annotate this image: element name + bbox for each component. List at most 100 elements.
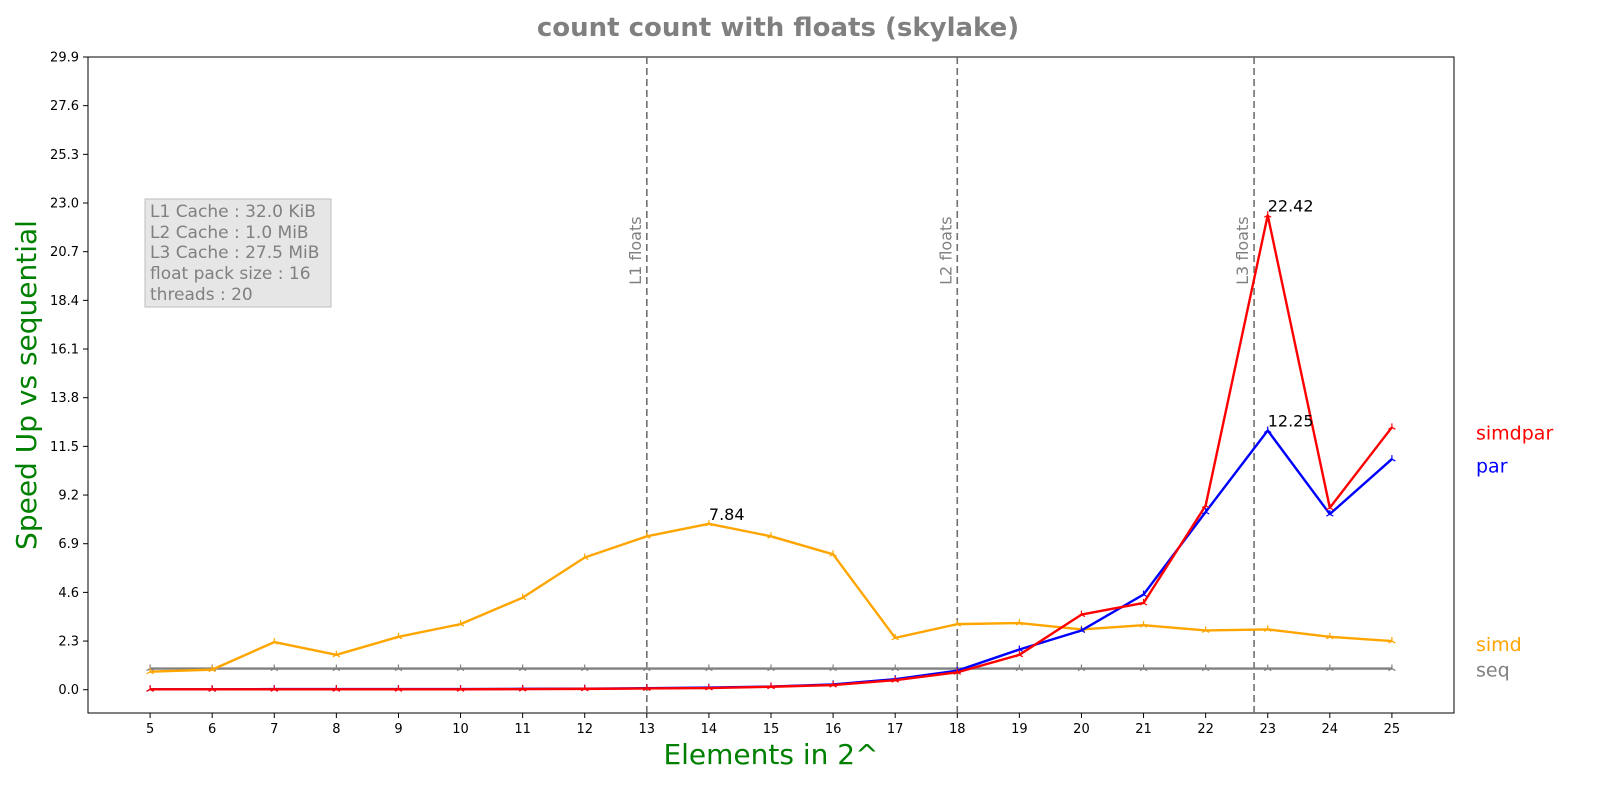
x-tick-label: 11 [514,722,531,737]
y-tick-label: 0.0 [58,683,79,698]
plot-area-frame [87,56,1455,714]
data-point-seq [643,664,651,672]
data-point-simd [456,620,465,627]
data-point-simd [146,667,154,675]
y-tick-label: 4.6 [58,586,79,601]
data-point-seq [891,664,899,672]
data-point-simd [394,632,403,640]
info-l2-cache: L2 Cache : 1.0 MiB [150,223,309,243]
x-tick-label: 7 [270,722,278,737]
data-point-seq [1201,664,1210,672]
data-point-simd [1015,619,1024,626]
y-tick-label: 6.9 [58,537,79,552]
data-point-simd [208,665,216,673]
y-tick-label: 16.1 [50,343,79,358]
data-point-par [1077,626,1086,633]
data-point-simd [643,532,651,539]
x-tick-label: 20 [1073,722,1090,737]
data-point-simd [705,519,713,527]
data-point-simdpar [518,685,527,692]
x-tick-label: 17 [887,722,904,737]
data-point-simd [1388,637,1396,644]
x-tick-label: 16 [825,722,842,737]
info-box: L1 Cache : 32.0 KiB L2 Cache : 1.0 MiB L… [144,198,332,308]
data-point-simdpar [1263,211,1272,218]
data-point-seq [518,664,527,672]
value-annotation: 22.42 [1268,196,1314,215]
data-point-seq [1326,664,1334,672]
data-point-simd [1201,626,1210,633]
series-label-par: par [1476,455,1508,477]
data-point-par [1139,590,1148,598]
data-point-simdpar [1077,610,1086,618]
x-tick-label: 6 [208,722,216,737]
cache-boundary-lines: L1 floats L2 floats L3 floats [626,57,1255,713]
data-point-simdpar [208,685,216,692]
data-point-seq [705,664,713,672]
data-point-simd [580,553,589,560]
x-tick-label: 9 [394,722,402,737]
data-point-seq [1139,664,1148,672]
chart-title: count count with floats (skylake) [537,13,1019,43]
y-axis-ticks: 0.0 2.3 4.6 6.9 9.2 11.5 13.8 16.1 18.4 20.7 23.0 2… [50,51,88,698]
data-point-simdpar [270,685,279,692]
data-point-seq [767,664,775,672]
x-axis-ticks: 5 6 7 8 9 10 11 12 13 14 15 16 17 18 19 20 21 22 23 24 25 [146,713,1400,737]
data-point-seq [394,664,403,672]
cache-boundary-label: L2 floats [936,216,955,284]
data-point-simdpar [146,685,154,692]
y-tick-label: 27.6 [50,99,79,114]
data-point-seq [456,664,465,672]
data-point-simd [332,650,341,658]
y-tick-label: 13.8 [50,391,79,406]
x-tick-label: 12 [576,722,593,737]
x-tick-label: 10 [452,722,469,737]
x-tick-label: 13 [639,722,656,737]
data-point-seq [580,664,589,672]
x-tick-label: 19 [1011,722,1028,737]
data-point-simdpar [705,684,713,691]
data-point-simdpar [891,676,899,683]
value-annotations: 7.84 22.42 12.25 [709,196,1314,524]
data-point-simdpar [580,684,589,692]
series-label-simd: simd [1476,634,1522,656]
data-point-simdpar [332,685,341,692]
data-point-seq [1263,664,1272,672]
data-point-seq [270,664,279,672]
data-point-simdpar [1015,650,1024,658]
data-point-simd [270,638,279,645]
series-line-simdpar [150,214,1393,691]
series-line-simd [150,522,1392,673]
data-point-seq [1015,664,1024,672]
series-label-seq: seq [1476,660,1510,682]
x-tick-label: 18 [949,722,966,737]
y-axis-label: Speed Up vs sequential [10,220,43,550]
data-point-seq [829,664,837,672]
x-tick-label: 21 [1135,722,1152,737]
y-tick-label: 29.9 [50,51,79,66]
data-point-simd [767,532,775,539]
data-point-par [1201,507,1210,515]
y-tick-label: 2.3 [58,635,79,650]
data-point-simd [518,593,527,601]
data-point-par [1388,455,1396,462]
data-point-seq [1388,664,1396,672]
data-point-simdpar [1139,598,1148,606]
info-threads: threads : 20 [150,285,253,305]
data-point-simdpar [394,685,403,692]
series-line-par [150,429,1393,691]
data-point-simdpar [1388,423,1396,430]
data-point-par [1015,645,1024,653]
info-l3-cache: L3 Cache : 27.5 MiB [150,243,319,263]
cache-boundary-label: L3 floats [1233,216,1252,284]
x-tick-label: 8 [332,722,340,737]
x-axis-label: Elements in 2^ [663,738,878,771]
y-tick-label: 25.3 [50,148,79,163]
info-l1-cache: L1 Cache : 32.0 KiB [150,202,316,222]
data-point-simd [953,620,962,627]
data-point-simdpar [767,682,775,690]
x-tick-label: 22 [1197,722,1214,737]
data-point-seq [332,664,341,672]
data-point-simd [1326,632,1334,640]
y-tick-label: 9.2 [58,489,79,504]
